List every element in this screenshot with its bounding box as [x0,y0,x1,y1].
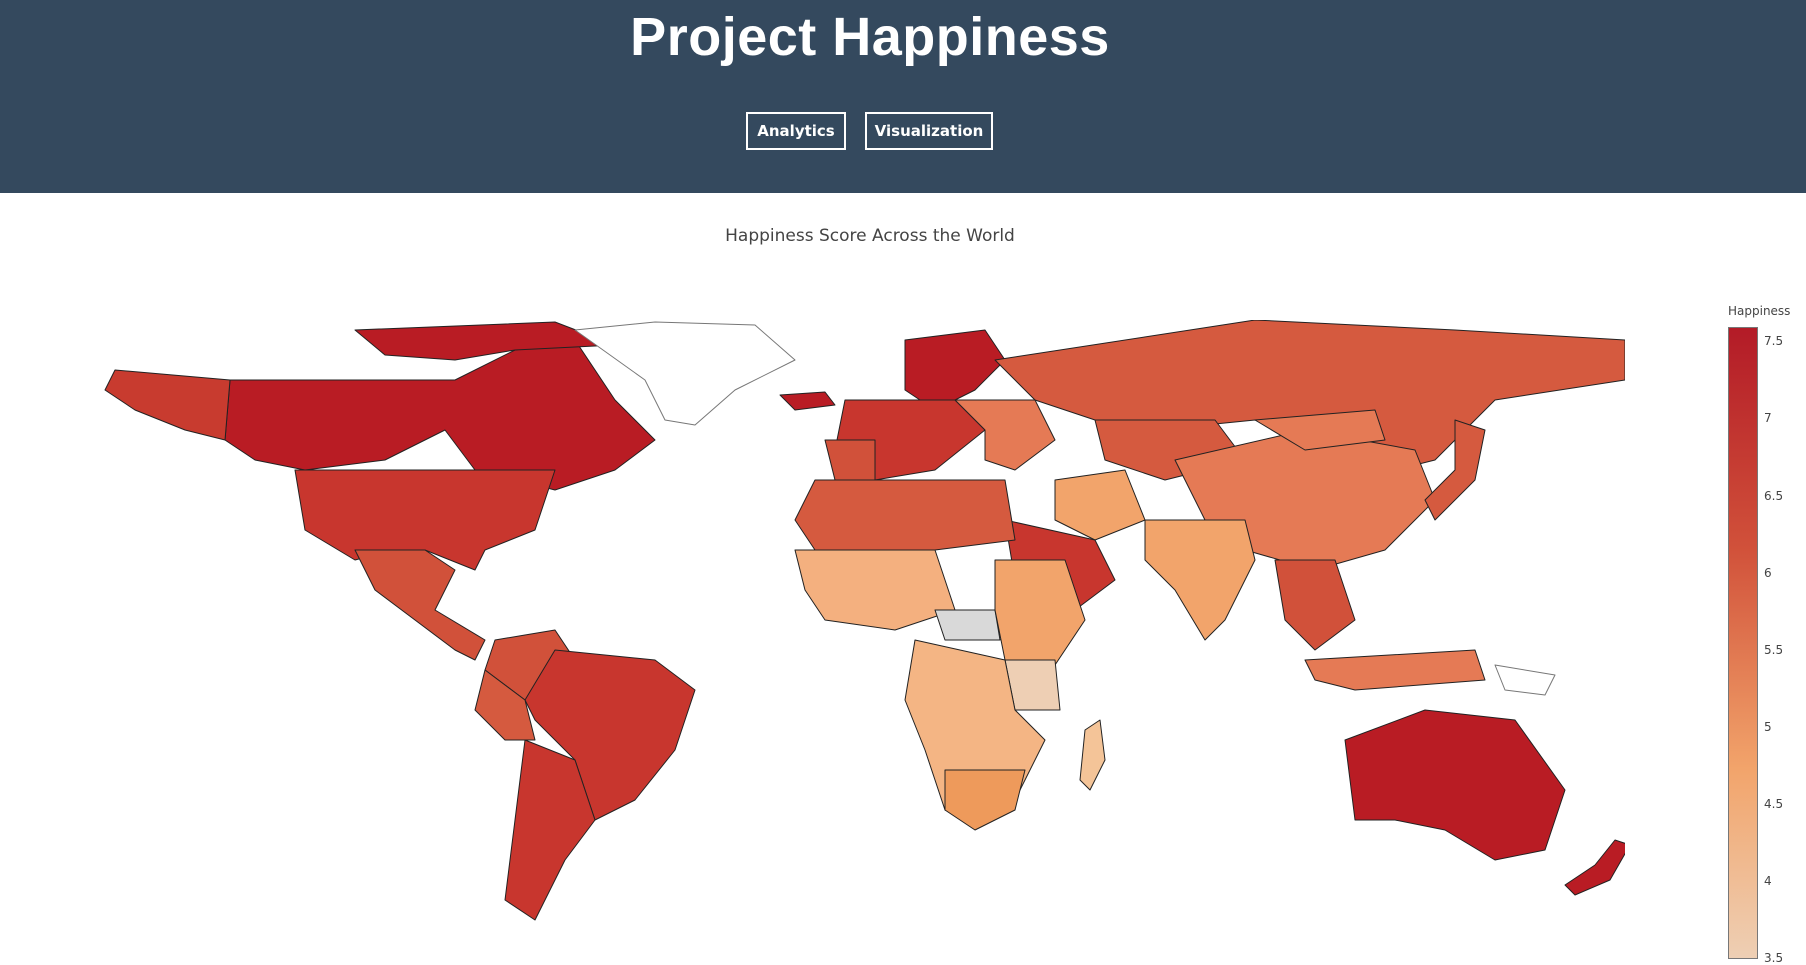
map-region-new-zealand[interactable] [1564,839,1625,896]
site-header: Project Happiness Analytics Visualizatio… [0,0,1806,193]
colorbar-tick-label: 5.5 [1764,642,1784,657]
map-region-mongolia[interactable] [1254,409,1386,451]
map-region-brazil[interactable] [524,649,696,821]
map-region-japan[interactable] [1424,419,1486,521]
map-region-west-africa[interactable] [794,549,956,631]
colorbar-tick-label: 4 [1764,873,1772,888]
map-region-united-states[interactable] [294,469,556,571]
analytics-button[interactable]: Analytics [746,112,846,150]
colorbar-tick-label: 7 [1764,411,1772,426]
chart-title: Happiness Score Across the World [725,226,1015,246]
map-region-scandinavia[interactable] [904,329,1006,411]
map-region-south-africa[interactable] [944,769,1026,831]
colorbar-tick-label: 5 [1764,719,1772,734]
map-region-peru[interactable] [474,669,536,741]
map-region-papua-new-guinea[interactable] [1494,664,1556,696]
map-region-australia[interactable] [1344,709,1566,861]
map-region-iceland[interactable] [779,391,836,411]
colorbar-title: Happiness [1728,304,1791,318]
map-region-mexico[interactable] [354,549,486,661]
colorbar [1728,327,1758,959]
map-region-canada-islands[interactable] [354,321,616,361]
colorbar-tick-label: 4.5 [1764,796,1784,811]
map-region-iran[interactable] [1054,469,1146,541]
map-region-indonesia[interactable] [1304,649,1486,691]
visualization-button[interactable]: Visualization [865,112,993,150]
main-nav: Analytics Visualization [746,112,993,150]
site-title: Project Happiness [630,7,1110,67]
map-region-spain[interactable] [824,439,876,481]
map-region-southeast-asia[interactable] [1274,559,1356,651]
map-region-north-africa[interactable] [794,479,1016,551]
map-region-central-african-republic[interactable] [934,609,1001,641]
map-region-madagascar[interactable] [1079,719,1106,791]
world-map-svg [104,320,1625,921]
colorbar-tick-label: 6 [1764,565,1772,580]
map-region-india[interactable] [1144,519,1256,641]
world-map[interactable] [55,320,1625,940]
map-region-canada[interactable] [224,339,656,491]
map-region-greenland[interactable] [574,321,796,426]
colorbar-tick-label: 7.5 [1764,334,1784,349]
map-region-argentina[interactable] [504,739,596,921]
colorbar-tick-label: 6.5 [1764,488,1784,503]
map-region-alaska[interactable] [104,369,231,441]
colorbar-tick-label: 3.5 [1764,951,1784,965]
